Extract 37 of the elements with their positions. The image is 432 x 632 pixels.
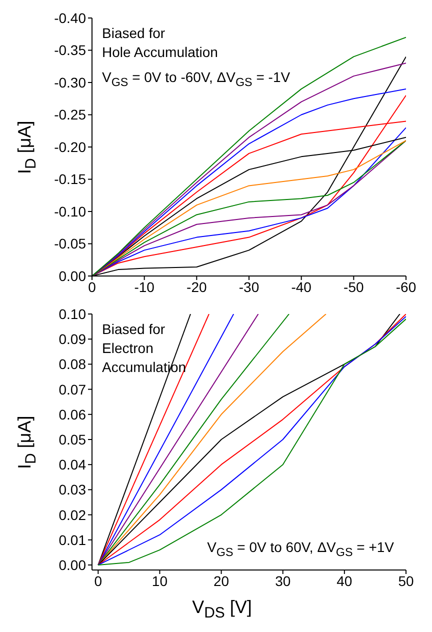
y-tick-label: 0.03 [58, 482, 86, 498]
y-tick-label: 0.06 [58, 406, 86, 422]
y-tick-label: -0.15 [54, 171, 86, 188]
y-tick-label: -0.40 [54, 10, 86, 26]
x-axis-title: V$_{DS}$ [V] [191, 597, 253, 622]
y-tick-label: 0.00 [58, 556, 86, 573]
y-tick-label: 0.10 [58, 306, 86, 322]
x-tick-label: 30 [275, 572, 291, 589]
y-tick-label: -0.10 [54, 203, 86, 220]
x-tick-label: 10 [152, 572, 168, 589]
annotation: V$_{GS}$ = 0V to -60V, ΔV$_{GS}$ = -1V [102, 68, 290, 91]
x-tick-label: -30 [238, 278, 260, 295]
x-tick-label: 0 [88, 278, 96, 295]
y-tick-label: -0.20 [54, 138, 86, 155]
annotation: Biased for Hole Accumulation [102, 24, 218, 62]
y-tick-label: 0.07 [58, 381, 86, 398]
x-tick-label: -50 [344, 278, 364, 295]
x-tick-label: 40 [336, 572, 352, 589]
x-tick-label: -60 [396, 278, 416, 295]
y-tick-label: -0.25 [54, 106, 86, 123]
y-tick-label: 0.08 [58, 356, 86, 372]
y-tick-label: 0.01 [58, 532, 86, 548]
x-tick-label: 0 [94, 572, 102, 589]
annotation: V$_{GS}$ = 0V to 60V, ΔV$_{GS}$ = +1V [207, 538, 394, 561]
y-tick-label: 0.00 [58, 268, 86, 284]
x-tick-label: -10 [134, 278, 155, 295]
x-tick-label: 20 [214, 572, 230, 589]
y-tick-label: 0.04 [58, 456, 86, 473]
y-tick-label: 0.05 [58, 431, 86, 448]
x-tick-label: 50 [398, 572, 414, 589]
x-tick-label: -40 [291, 278, 312, 295]
y-tick-label: -0.05 [54, 236, 86, 252]
x-tick-label: -20 [186, 278, 207, 295]
y-tick-label: -0.35 [54, 42, 86, 58]
y-tick-label: 0.02 [58, 506, 86, 523]
y-tick-label: 0.09 [58, 331, 86, 348]
y-tick-label: -0.30 [54, 74, 86, 90]
